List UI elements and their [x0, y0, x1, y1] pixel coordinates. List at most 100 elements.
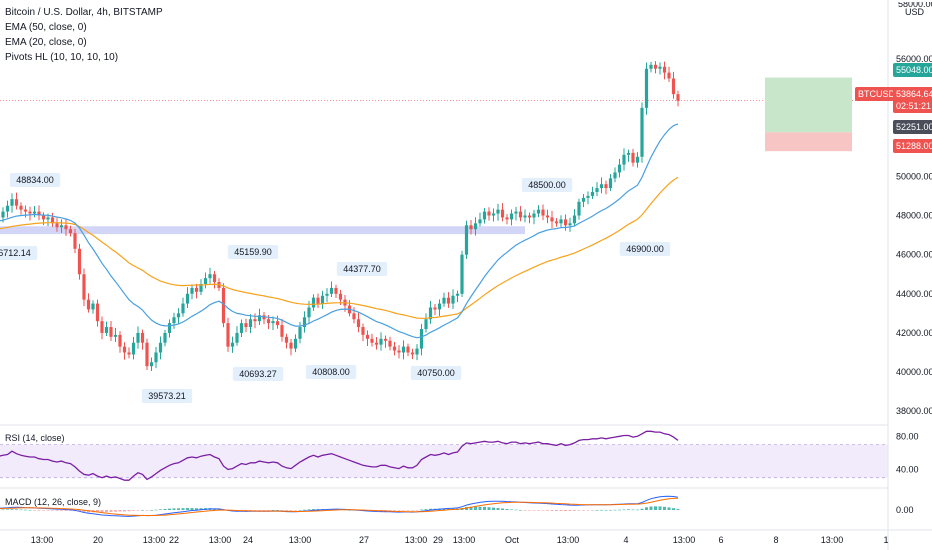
candle [239, 319, 244, 337]
candle-body [199, 284, 203, 292]
candle [329, 281, 334, 298]
candle [194, 283, 199, 299]
target-price-label: 55048.00 [893, 63, 932, 77]
x-tick-label: 4 [623, 535, 628, 545]
candle-body [253, 319, 257, 322]
candle [523, 209, 527, 223]
stop-price-label: 51288.00 [893, 139, 932, 153]
candle [64, 218, 68, 236]
pivot-label-text: 46712.14 [0, 248, 31, 258]
macd-histogram-bar [586, 510, 590, 511]
legend-pivots[interactable]: Pivots HL (10, 10, 10, 10) [5, 52, 119, 63]
macd-histogram-bar [397, 510, 401, 511]
candle-body [631, 152, 635, 163]
candle-body [559, 219, 563, 224]
candle [617, 158, 622, 178]
candle-body [275, 321, 280, 326]
legend-ema50[interactable]: EMA (50, close, 0) [5, 22, 87, 33]
candle-body [671, 78, 676, 95]
candle [527, 212, 532, 224]
pivots-layer: 48834.00 46712.14 39573.21 45159.90 40693.27… [0, 173, 671, 403]
candle [91, 300, 95, 314]
macd-histogram-bar [415, 510, 419, 511]
macd-histogram-bar [510, 509, 513, 510]
candle-body [280, 325, 284, 337]
candle-body [167, 323, 172, 333]
candle-body [590, 192, 595, 196]
candle [100, 316, 104, 340]
macd-histogram-bar [555, 510, 558, 511]
x-tick-label: 13:00 [209, 535, 232, 545]
candle [500, 203, 505, 222]
macd-histogram-bar [676, 509, 680, 510]
candle [361, 323, 365, 342]
candle [514, 206, 518, 221]
candle [455, 290, 460, 303]
rsi-label[interactable]: RSI (14, close) [5, 433, 65, 443]
candle [73, 228, 77, 254]
candle-body [464, 225, 469, 255]
pivot-label-text: 40808.00 [312, 367, 350, 377]
candle [311, 294, 316, 311]
pivot-label-text: 44377.70 [343, 264, 381, 274]
macd-histogram-bar [64, 510, 68, 511]
candle-body [311, 297, 316, 308]
legend: Bitcoin / U.S. Dollar, 4h, BITSTAMP EMA … [5, 5, 163, 65]
macd-histogram-bar [307, 509, 311, 510]
candle [244, 318, 248, 333]
candle [392, 341, 397, 356]
candle-body [86, 299, 91, 310]
candle [293, 334, 298, 353]
y-tick-label: 48000.00 [896, 211, 932, 221]
candle [388, 336, 392, 351]
signal-line [0, 497, 679, 516]
macd-histogram-bar [474, 506, 477, 510]
macd-histogram-bar [159, 509, 162, 510]
candle [671, 71, 676, 99]
candle-body [145, 342, 149, 367]
macd-histogram-bar [276, 510, 279, 511]
legend-ema20[interactable]: EMA (20, close, 0) [5, 37, 87, 48]
candle-body [82, 274, 86, 300]
candle-body [136, 332, 140, 343]
candle-body [455, 293, 460, 296]
candle [298, 321, 302, 344]
candle-body [572, 215, 577, 224]
candle [415, 344, 419, 361]
macd-histogram-bar [163, 508, 167, 510]
candle [149, 357, 154, 371]
candle-body [59, 225, 64, 228]
macd-histogram-bar [1, 509, 5, 511]
macd-histogram-bar [465, 507, 468, 510]
macd-histogram-bar [154, 509, 158, 511]
legend-title[interactable]: Bitcoin / U.S. Dollar, 4h, BITSTAMP [5, 7, 163, 18]
x-tick-label: 24 [243, 535, 253, 545]
symbol-tag[interactable]: BTCUSD [855, 87, 899, 101]
macd-label[interactable]: MACD (12, 26, close, 9) [5, 497, 102, 507]
candle [334, 284, 338, 299]
candle-body [581, 197, 586, 202]
macd-histogram-bar [649, 506, 653, 510]
candle [383, 335, 388, 348]
candle-body [568, 223, 572, 226]
candle [145, 338, 149, 370]
macd-histogram-bar [519, 509, 522, 511]
pivot-label-bg [227, 245, 279, 259]
candle-body [158, 342, 163, 353]
currency-label[interactable]: USD [905, 7, 925, 17]
macd-histogram-bar [622, 509, 626, 511]
macd-histogram-bar [532, 510, 536, 511]
countdown-label: 02:51:21 [893, 99, 932, 113]
pivot-label: 44377.70 [336, 262, 388, 276]
candle-body [419, 329, 424, 349]
pivot-label-text: 39573.21 [148, 391, 186, 401]
candle-body [473, 223, 478, 230]
macd-histogram-bar [672, 508, 675, 510]
candle [581, 194, 586, 208]
candle-body [442, 297, 446, 304]
candle [104, 321, 109, 336]
candle-body [226, 323, 230, 347]
candle-body [595, 188, 599, 193]
macd-histogram-bar [663, 506, 666, 510]
